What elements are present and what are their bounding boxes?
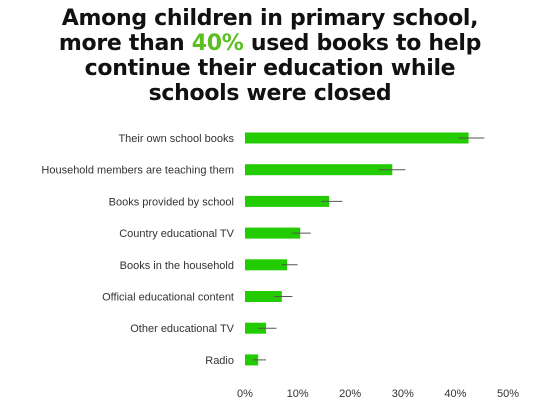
x-tick-label: 10% [287,388,309,400]
category-label: Their own school books [118,133,234,145]
title-line-4: schools were closed [148,81,392,106]
bar [245,259,288,271]
bar [245,164,393,176]
x-tick-label: 40% [444,388,466,400]
x-tick-label: 50% [497,388,519,400]
bar [245,354,259,366]
bar [245,322,267,334]
category-label: Books provided by school [109,196,234,208]
chart-title: Among children in primary school, more t… [0,6,540,106]
category-label: Country educational TV [119,228,234,240]
bar [245,227,301,239]
category-label: Household members are teaching them [41,165,234,177]
x-tick-label: 30% [392,388,414,400]
bar [245,195,330,207]
category-label: Radio [205,355,234,367]
title-line-2-post: used books to help [243,31,482,56]
title-highlight: 40% [191,31,244,56]
category-label: Books in the household [120,260,234,272]
category-label: Other educational TV [130,323,234,335]
title-line-2-pre: more than [58,31,192,56]
bar [245,291,282,302]
bar [245,132,469,144]
x-tick-label: 0% [237,388,253,400]
x-tick-label: 20% [339,388,361,400]
title-line-3: continue their education while [84,56,456,81]
category-label: Official educational content [102,292,234,304]
title-line-1: Among children in primary school, [61,6,479,31]
title-line-2: more than 40% used books to help [0,31,540,56]
